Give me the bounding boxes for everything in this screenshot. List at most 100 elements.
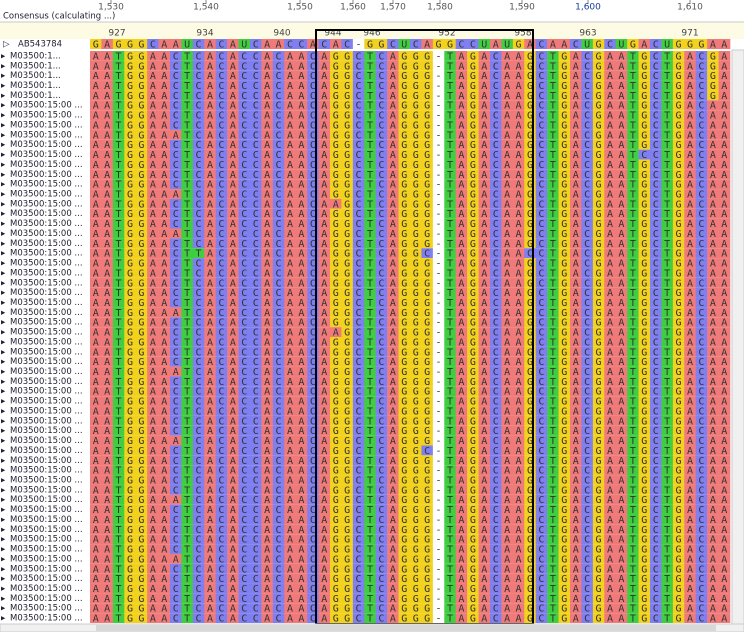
row-name: M03500:15:00 ... [10, 466, 83, 476]
base-cell [375, 110, 388, 121]
base-cell [558, 90, 571, 101]
base-cell [455, 39, 468, 49]
base-cell [501, 51, 514, 61]
base-cell [352, 51, 365, 61]
base-cell [501, 39, 514, 49]
base-letter: C [356, 51, 362, 62]
base-cell [627, 51, 639, 61]
base-letter: A [721, 120, 727, 131]
base-cell [421, 139, 434, 150]
base-cell [307, 51, 319, 61]
base-letter: G [527, 140, 533, 151]
base-letter: A [150, 51, 156, 62]
base-cell [341, 39, 354, 49]
base-cell [581, 70, 594, 81]
base-cell [444, 60, 457, 71]
base-cell [181, 100, 194, 111]
base-cell [192, 51, 205, 61]
base-cell [124, 149, 137, 160]
base-letter: C [310, 101, 316, 112]
base-cell [478, 39, 491, 49]
base-letter: T [664, 140, 670, 151]
base-cell [112, 129, 125, 140]
base-letter: C [253, 130, 259, 141]
base-letter: A [173, 40, 179, 51]
base-letter: A [104, 140, 110, 151]
row-name: M03500:15:00 ... [10, 397, 83, 407]
base-letter: A [104, 150, 110, 161]
base-cell [432, 51, 445, 61]
base-cell [158, 120, 171, 130]
row-icon: ▸ [1, 61, 6, 71]
base-cell [101, 51, 114, 61]
row-icon: ▸ [1, 150, 6, 160]
base-cell [547, 51, 559, 61]
base-cell [307, 110, 319, 121]
base-letter: A [481, 61, 487, 72]
base-cell [227, 39, 239, 49]
row-icon: ▸ [1, 357, 6, 367]
base-cell [330, 110, 342, 121]
row-icon: ▸ [1, 140, 6, 150]
base-cell [638, 129, 651, 140]
base-cell [535, 129, 548, 140]
base-letter: C [276, 61, 282, 72]
base-cell [535, 80, 548, 91]
base-letter: C [241, 140, 247, 151]
base-letter: G [470, 51, 476, 62]
row-icon: ▸ [1, 229, 6, 239]
base-letter: A [207, 101, 213, 112]
base-cell [558, 110, 571, 121]
base-letter: A [710, 111, 716, 122]
base-letter: C [698, 81, 704, 92]
row-name: M03500:15:00 ... [10, 337, 83, 347]
base-cell [238, 60, 251, 71]
base-letter: C [173, 51, 179, 62]
base-cell [467, 39, 479, 49]
base-letter: C [653, 40, 659, 51]
base-letter: C [573, 40, 579, 51]
base-letter: C [356, 61, 362, 72]
base-cell [398, 39, 411, 49]
base-letter: G [596, 61, 602, 72]
base-cell [101, 80, 114, 91]
base-letter: T [664, 120, 670, 131]
base-cell [478, 129, 491, 140]
row-name: M03500:1... [10, 71, 61, 81]
base-cell [432, 39, 445, 49]
base-letter: - [436, 111, 442, 122]
base-cell [170, 149, 182, 160]
base-letter: T [630, 111, 636, 122]
base-letter: G [596, 101, 602, 112]
base-letter: A [504, 120, 510, 131]
base-letter: A [93, 61, 99, 72]
base-letter: A [618, 71, 624, 82]
base-cell [158, 70, 171, 81]
base-cell [90, 120, 102, 130]
base-letter: C [493, 140, 499, 151]
base-letter: C [607, 40, 613, 51]
base-letter: C [310, 71, 316, 82]
base-cell [204, 70, 217, 81]
base-cell [158, 149, 171, 160]
base-letter: A [458, 140, 464, 151]
row-name: M03500:15:00 ... [10, 259, 83, 269]
base-letter: A [207, 40, 213, 51]
base-cell [387, 60, 399, 71]
base-cell [627, 60, 639, 71]
base-cell [124, 90, 137, 101]
base-cell [707, 110, 719, 121]
base-letter: C [253, 101, 259, 112]
base-letter: A [481, 101, 487, 112]
base-cell [604, 129, 617, 140]
base-cell [455, 100, 468, 111]
row-name: M03500:15:00 ... [10, 288, 83, 298]
base-letter: A [104, 120, 110, 131]
base-letter: A [481, 120, 487, 131]
base-letter: A [298, 91, 304, 102]
base-letter: - [436, 120, 442, 131]
base-letter: T [116, 150, 122, 161]
row-icon: ▸ [1, 120, 6, 130]
base-letter: C [218, 81, 224, 92]
